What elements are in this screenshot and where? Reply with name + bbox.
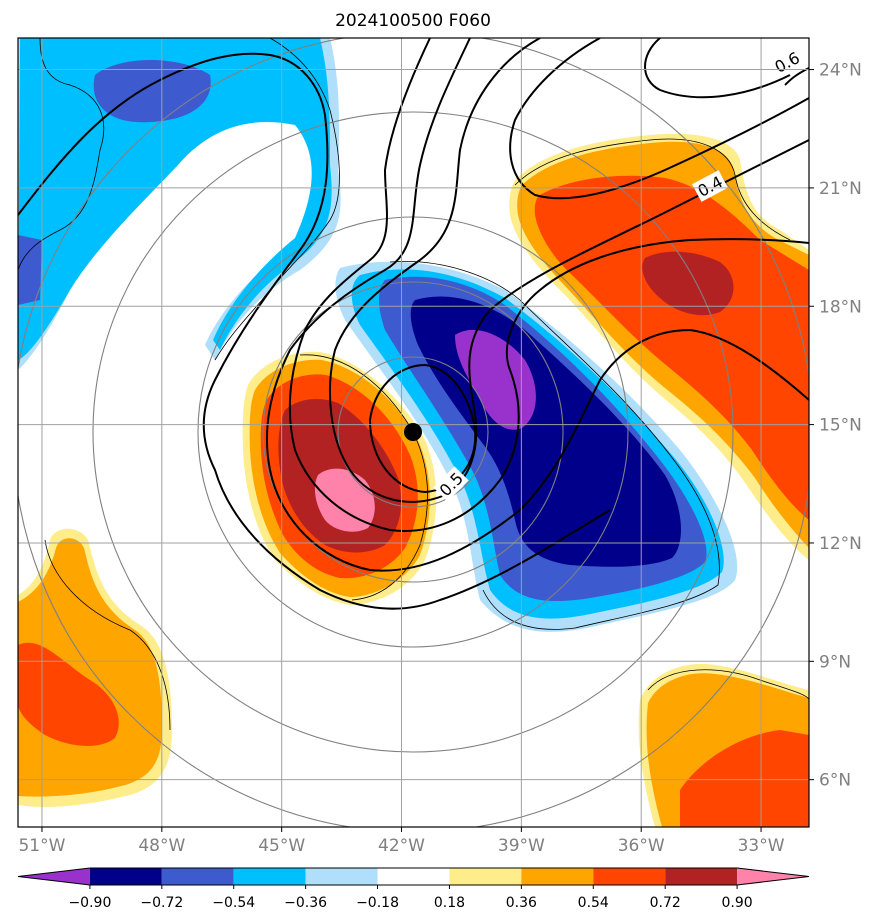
range-ring bbox=[337, 356, 489, 508]
x-tick-label: 33°W bbox=[738, 836, 785, 856]
y-tick-label: 24°N bbox=[819, 61, 862, 81]
range-ring bbox=[92, 111, 734, 753]
colorbar-tick-label: −0.18 bbox=[356, 895, 399, 911]
x-tick-label: 39°W bbox=[498, 836, 545, 856]
colorbar-tick-label: 0.90 bbox=[722, 895, 753, 911]
contour-lines bbox=[18, 38, 809, 610]
colorbar-extend-min bbox=[18, 868, 90, 885]
colorbar-tick-label: 0.54 bbox=[578, 895, 609, 911]
colorbar-swatch bbox=[305, 868, 378, 885]
shade-neg-nw-core bbox=[93, 60, 211, 123]
contour-line bbox=[369, 363, 477, 494]
contour-line bbox=[644, 38, 791, 99]
shade-pos-se-core bbox=[680, 730, 809, 827]
chart-title: 2024100500 F060 bbox=[335, 11, 491, 31]
y-tick-label: 18°N bbox=[819, 297, 862, 317]
colorbar-extend-max bbox=[737, 868, 809, 885]
colorbar-swatch bbox=[161, 868, 234, 885]
colorbar-tick-label: 0.72 bbox=[650, 895, 681, 911]
map-area: 0.6 0.4 0.5 bbox=[18, 38, 809, 827]
y-tick-label: 15°N bbox=[819, 416, 862, 436]
colorbar-tick-label: 0.36 bbox=[506, 895, 537, 911]
x-tick-label: 45°W bbox=[258, 836, 305, 856]
colorbar-swatch bbox=[521, 868, 594, 885]
colorbar-swatch bbox=[665, 868, 738, 885]
y-tick-label: 21°N bbox=[819, 179, 862, 199]
colorbar-swatch bbox=[449, 868, 522, 885]
x-tick-label: 36°W bbox=[618, 836, 665, 856]
y-axis-ticks: 6°N 9°N 12°N 15°N 18°N 21°N 24°N bbox=[809, 61, 862, 791]
shade-pos-ne-high bbox=[642, 251, 734, 316]
colorbar-tick-label: −0.54 bbox=[212, 895, 255, 911]
shade-pos-ne-mid bbox=[534, 175, 809, 520]
contour-line bbox=[509, 38, 809, 200]
shade-pos-sw-core bbox=[18, 642, 119, 746]
colorbar: −0.90 −0.72 −0.54 −0.36 −0.18 0.18 0.36 0.54 0.7… bbox=[17, 867, 810, 911]
shade-neg-nw bbox=[18, 38, 332, 360]
gridlines bbox=[18, 38, 809, 827]
colorbar-swatch bbox=[593, 868, 666, 885]
colorbar-swatch bbox=[89, 868, 162, 885]
colorbar-swatch bbox=[377, 868, 450, 885]
storm-center-marker bbox=[404, 423, 422, 441]
colorbar-tick-label: −0.36 bbox=[284, 895, 327, 911]
colorbar-tick-label: −0.90 bbox=[68, 895, 111, 911]
shade-neg-west-edge bbox=[18, 235, 42, 305]
y-tick-label: 6°N bbox=[819, 771, 851, 791]
range-ring bbox=[262, 281, 564, 583]
contour-line bbox=[288, 38, 809, 532]
x-tick-label: 48°W bbox=[138, 836, 185, 856]
colorbar-tick-label: 0.18 bbox=[434, 895, 465, 911]
x-tick-label: 51°W bbox=[18, 836, 65, 856]
colorbar-swatch bbox=[233, 868, 306, 885]
shade-neg-east-peak bbox=[455, 329, 536, 430]
map-frame bbox=[17, 37, 810, 828]
contour-line bbox=[18, 52, 611, 610]
contour-line bbox=[329, 38, 809, 503]
y-tick-label: 9°N bbox=[819, 652, 851, 672]
y-tick-label: 12°N bbox=[819, 534, 862, 554]
x-tick-label: 42°W bbox=[378, 836, 425, 856]
shading-outline bbox=[18, 38, 809, 731]
colorbar-tick-label: −0.72 bbox=[140, 895, 183, 911]
x-axis-ticks: 51°W 48°W 45°W 42°W 39°W 36°W 33°W bbox=[18, 827, 785, 856]
